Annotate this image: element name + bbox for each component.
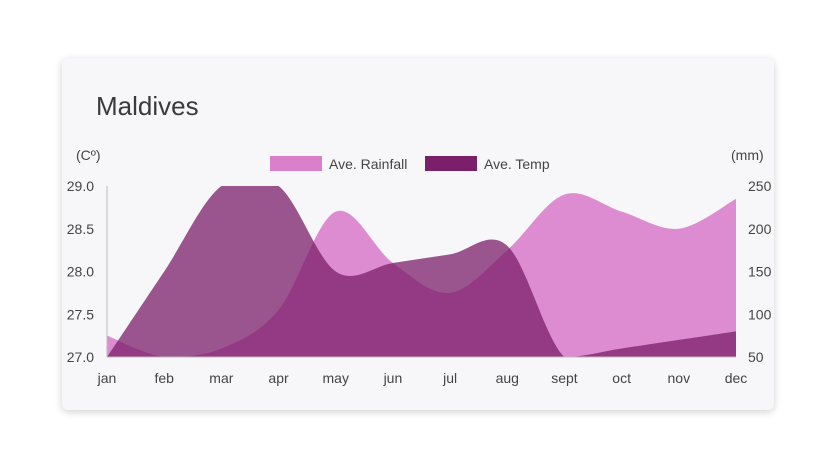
x-tick-oct: oct xyxy=(612,370,631,386)
left-tick-29.0: 29.0 xyxy=(67,178,94,194)
x-tick-apr: apr xyxy=(268,370,289,386)
right-tick-200: 200 xyxy=(748,221,772,237)
left-tick-27.0: 27.0 xyxy=(67,349,94,365)
x-tick-jun: jun xyxy=(383,370,403,386)
chart-title: Maldives xyxy=(96,91,199,121)
x-tick-nov: nov xyxy=(668,370,691,386)
area-series-temp[interactable] xyxy=(107,186,736,357)
legend-label-rainfall[interactable]: Ave. Rainfall xyxy=(329,156,407,172)
left-tick-27.5: 27.5 xyxy=(67,306,94,322)
legend-label-temp[interactable]: Ave. Temp xyxy=(484,156,550,172)
x-tick-mar: mar xyxy=(209,370,233,386)
x-tick-jan: jan xyxy=(97,370,117,386)
x-tick-aug: aug xyxy=(496,370,519,386)
right-tick-50: 50 xyxy=(748,349,764,365)
x-tick-may: may xyxy=(323,370,349,386)
right-tick-100: 100 xyxy=(748,306,772,322)
right-tick-250: 250 xyxy=(748,178,772,194)
left-tick-labels: 27.0 27.5 28.0 28.5 29.0 xyxy=(67,178,94,365)
left-tick-28.0: 28.0 xyxy=(67,264,94,280)
x-tick-sept: sept xyxy=(551,370,578,386)
left-axis-unit: (Cº) xyxy=(76,147,101,163)
series-areas xyxy=(107,186,736,357)
legend-swatch-temp[interactable] xyxy=(425,156,477,171)
area-series-rainfall[interactable] xyxy=(107,193,736,357)
left-tick-28.5: 28.5 xyxy=(67,221,94,237)
right-axis-unit: (mm) xyxy=(731,147,764,163)
right-tick-labels: 50 100 150 200 250 xyxy=(748,178,772,365)
legend: Ave. Rainfall Ave. Temp xyxy=(270,156,550,172)
axes xyxy=(106,186,736,358)
legend-swatch-rainfall[interactable] xyxy=(270,156,322,171)
x-tick-feb: feb xyxy=(154,370,174,386)
x-tick-labels: jan feb mar apr may jun jul aug sept oct nov dec xyxy=(97,370,748,386)
x-tick-jul: jul xyxy=(442,370,457,386)
x-tick-dec: dec xyxy=(725,370,748,386)
right-tick-150: 150 xyxy=(748,264,772,280)
